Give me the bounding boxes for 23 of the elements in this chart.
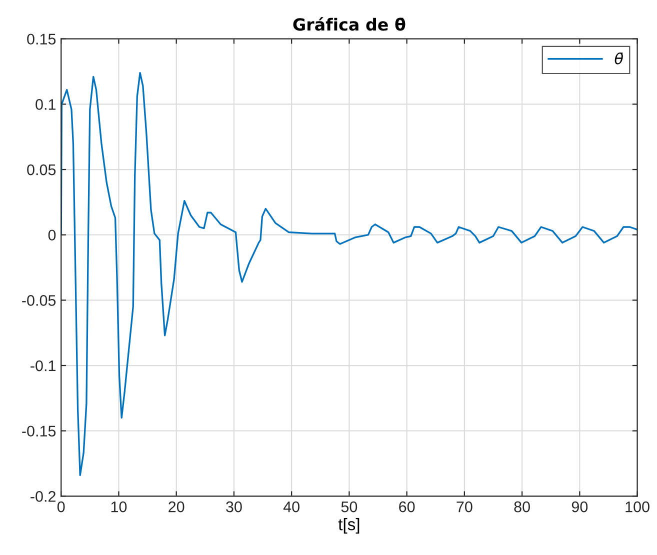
x-tick-label: 10 <box>111 501 127 512</box>
y-tick-label: 0.05 <box>27 164 56 176</box>
chart-title: Gráfica de θ̇ <box>293 17 406 31</box>
x-tick-label: 0 <box>57 501 65 512</box>
y-tick-label: 0 <box>48 230 56 241</box>
y-tick-label: -0.2 <box>30 491 56 502</box>
y-tick-label: -0.1 <box>30 360 56 372</box>
x-tick-label: 100 <box>626 501 650 512</box>
x-tick-label: 60 <box>399 501 415 512</box>
x-tick-label: 80 <box>514 501 530 512</box>
x-tick-label: 90 <box>572 501 588 512</box>
x-tick-label: 50 <box>341 501 358 512</box>
x-axis-title: t[s] <box>338 518 360 534</box>
y-tick-label: -0.15 <box>22 426 56 437</box>
y-tick-label: -0.05 <box>22 295 56 306</box>
x-tick-label: 40 <box>283 501 300 512</box>
line-series <box>61 72 638 476</box>
y-tick-label: 0.15 <box>27 34 56 45</box>
x-tick-label: 20 <box>168 501 184 512</box>
x-tick-label: 70 <box>456 501 472 512</box>
legend-label: θ̇ <box>614 52 623 64</box>
x-tick-label: 30 <box>226 501 242 512</box>
y-tick-label: 0.1 <box>36 99 56 110</box>
